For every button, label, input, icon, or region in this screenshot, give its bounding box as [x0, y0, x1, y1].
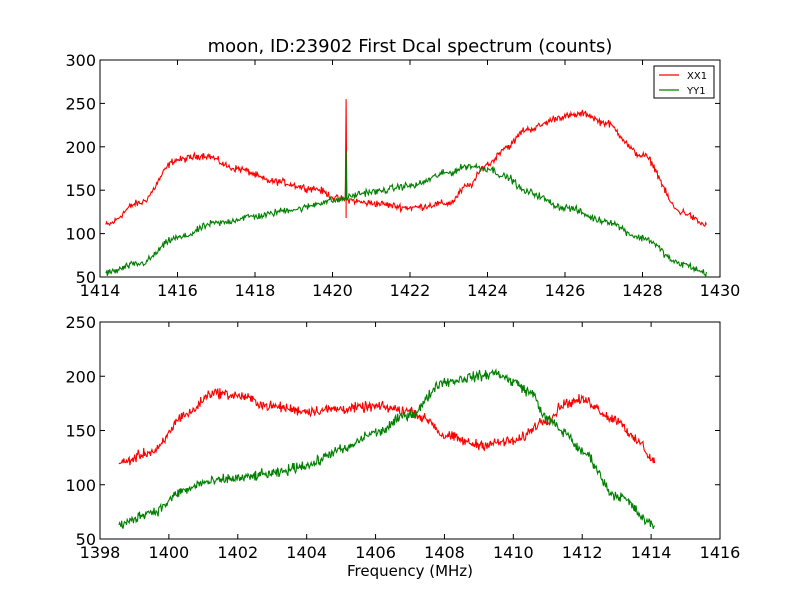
top-y-tick-label: 150 — [65, 181, 96, 200]
chart-title: moon, ID:23902 First Dcal spectrum (coun… — [208, 36, 613, 57]
bottom-x-tick-label: 1406 — [355, 543, 396, 562]
top-x-tick-label: 1430 — [700, 281, 741, 300]
bottom-axes — [99, 321, 721, 540]
legend-box — [653, 65, 715, 99]
bottom-y-tick-label: 250 — [65, 313, 96, 332]
top-x-tick-label: 1422 — [390, 281, 431, 300]
top-x-tick-label: 1428 — [622, 281, 663, 300]
top-x-tick-label: 1424 — [467, 281, 508, 300]
top-y-tick-label: 250 — [65, 94, 96, 113]
top-series-yy1-line — [105, 151, 707, 279]
top-x-tick-label: 1416 — [157, 281, 198, 300]
bottom-series-green-line — [118, 368, 656, 529]
top-x-tick-label: 1414 — [80, 281, 121, 300]
top-y-tick-label: 100 — [65, 225, 96, 244]
top-y-tick-label: 300 — [65, 51, 96, 70]
bottom-x-tick-label: 1404 — [286, 543, 327, 562]
bottom-x-tick-label: 1414 — [631, 543, 672, 562]
top-x-tick-label: 1426 — [545, 281, 586, 300]
bottom-x-tick-label: 1416 — [700, 543, 741, 562]
x-axis-label: Frequency (MHz) — [347, 562, 473, 580]
bottom-plot-area: 1398 1400 1402 1404 1406 1408 1410 1412 1414 1416… — [65, 313, 740, 562]
bottom-y-tick-label: 150 — [65, 422, 96, 441]
bottom-series-red-line — [118, 388, 656, 466]
bottom-y-tick-label: 100 — [65, 476, 96, 495]
bottom-x-tick-label: 1412 — [562, 543, 603, 562]
bottom-x-tick-label: 1408 — [424, 543, 465, 562]
bottom-x-tick-label: 1410 — [493, 543, 534, 562]
bottom-x-tick-label: 1402 — [217, 543, 258, 562]
top-x-tick-label: 1418 — [235, 281, 276, 300]
bottom-y-tick-label: 200 — [65, 367, 96, 386]
top-y-tick-label: 200 — [65, 138, 96, 157]
top-axes — [99, 59, 721, 278]
bottom-x-tick-label: 1400 — [149, 543, 190, 562]
top-x-tick-label: 1420 — [312, 281, 353, 300]
top-y-tick-label: 50 — [76, 268, 96, 287]
bottom-y-tick-label: 50 — [76, 530, 96, 549]
top-plot-area: 1414 1416 1418 1420 1422 1424 1426 1428 1430 50 10… — [65, 51, 740, 300]
legend-label-yy1: YY1 — [686, 86, 706, 97]
legend-label-xx1: XX1 — [687, 71, 707, 82]
bottom-x-tick-label: 1398 — [80, 543, 121, 562]
